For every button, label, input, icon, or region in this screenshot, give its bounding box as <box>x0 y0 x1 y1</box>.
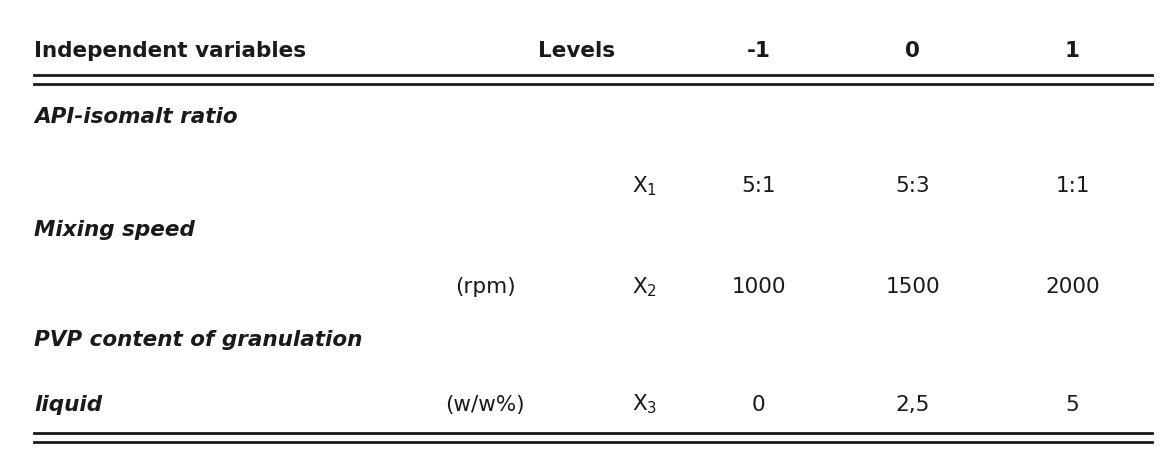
Text: 1500: 1500 <box>886 277 941 297</box>
Text: API-isomalt ratio: API-isomalt ratio <box>35 107 239 127</box>
Text: 5:3: 5:3 <box>895 176 930 196</box>
Text: 0: 0 <box>752 395 766 414</box>
Text: 2000: 2000 <box>1045 277 1100 297</box>
Text: 0: 0 <box>906 41 921 61</box>
Text: 2,5: 2,5 <box>895 395 930 414</box>
Text: 1:1: 1:1 <box>1056 176 1090 196</box>
Text: Mixing speed: Mixing speed <box>35 220 196 240</box>
Text: X$_1$: X$_1$ <box>632 174 658 198</box>
Text: 5:1: 5:1 <box>741 176 776 196</box>
Text: 1000: 1000 <box>731 277 786 297</box>
Text: Levels: Levels <box>538 41 615 61</box>
Text: X$_2$: X$_2$ <box>632 276 658 299</box>
Text: PVP content of granulation: PVP content of granulation <box>35 331 363 350</box>
Text: X$_3$: X$_3$ <box>632 393 658 416</box>
Text: -1: -1 <box>747 41 771 61</box>
Text: liquid: liquid <box>35 395 102 414</box>
Text: (w/w%): (w/w%) <box>445 395 525 414</box>
Text: 5: 5 <box>1065 395 1079 414</box>
Text: Independent variables: Independent variables <box>35 41 306 61</box>
Text: 1: 1 <box>1065 41 1080 61</box>
Text: (rpm): (rpm) <box>455 277 516 297</box>
